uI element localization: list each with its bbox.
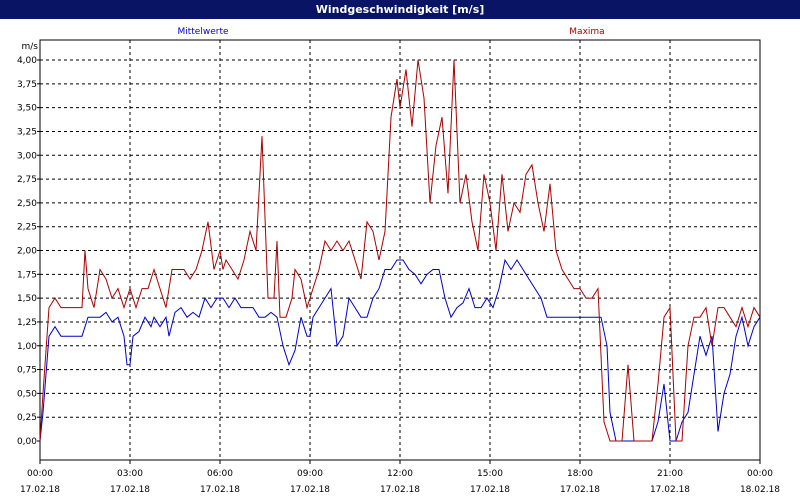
x-tick-date-label: 17.02.18 <box>110 485 150 495</box>
y-axis-unit-label: m/s <box>22 42 39 52</box>
x-tick-date-label: 17.02.18 <box>470 485 510 495</box>
x-tick-time-label: 15:00 <box>477 469 503 479</box>
x-tick-time-label: 12:00 <box>387 469 413 479</box>
y-tick-label: 1,00 <box>17 342 37 352</box>
x-tick-time-label: 03:00 <box>117 469 143 479</box>
y-tick-label: 0,75 <box>17 366 37 376</box>
x-tick-time-label: 18:00 <box>567 469 593 479</box>
x-tick-time-label: 09:00 <box>297 469 323 479</box>
legend-entry-mittelwerte: Mittelwerte <box>177 27 228 37</box>
tick-labels: 0,00 0,25 0,50 0,75 1,00 1,25 1,50 1,75 2,00 2,25… <box>17 56 780 495</box>
y-tick-label: 3,75 <box>17 80 37 90</box>
x-tick-date-label: 17.02.18 <box>200 485 240 495</box>
y-tick-label: 4,00 <box>17 56 37 66</box>
x-tick-time-label: 00:00 <box>747 469 773 479</box>
x-tick-time-label: 06:00 <box>207 469 233 479</box>
y-tick-label: 1,50 <box>17 294 37 304</box>
series-line-maxima <box>39 59 761 442</box>
x-tick-date-label: 17.02.18 <box>290 485 330 495</box>
legend-entry-maxima: Maxima <box>569 27 604 37</box>
x-tick-time-label: 00:00 <box>27 469 53 479</box>
x-tick-date-label: 17.02.18 <box>20 485 60 495</box>
x-tick-date-label: 18.02.18 <box>740 485 780 495</box>
y-tick-label: 3,00 <box>17 151 37 161</box>
y-tick-label: 0,50 <box>17 389 37 399</box>
y-tick-label: 2,50 <box>17 199 37 209</box>
y-tick-label: 0,25 <box>17 413 37 423</box>
grid-layer <box>40 40 760 460</box>
y-tick-label: 2,00 <box>17 247 37 257</box>
y-tick-label: 0,00 <box>17 437 37 447</box>
y-tick-label: 2,25 <box>17 223 37 233</box>
y-tick-label: 3,50 <box>17 104 37 114</box>
x-tick-date-label: 17.02.18 <box>650 485 690 495</box>
x-tick-date-label: 17.02.18 <box>380 485 420 495</box>
y-tick-label: 2,75 <box>17 175 37 185</box>
y-tick-label: 1,75 <box>17 270 37 280</box>
y-tick-label: 3,25 <box>17 127 37 137</box>
y-tick-label: 1,25 <box>17 318 37 328</box>
legend: Mittelwerte Maxima <box>177 27 604 37</box>
x-tick-time-label: 21:00 <box>657 469 683 479</box>
chart-title: Windgeschwindigkeit [m/s] <box>0 0 800 19</box>
series-layer <box>39 59 761 442</box>
x-tick-date-label: 17.02.18 <box>560 485 600 495</box>
